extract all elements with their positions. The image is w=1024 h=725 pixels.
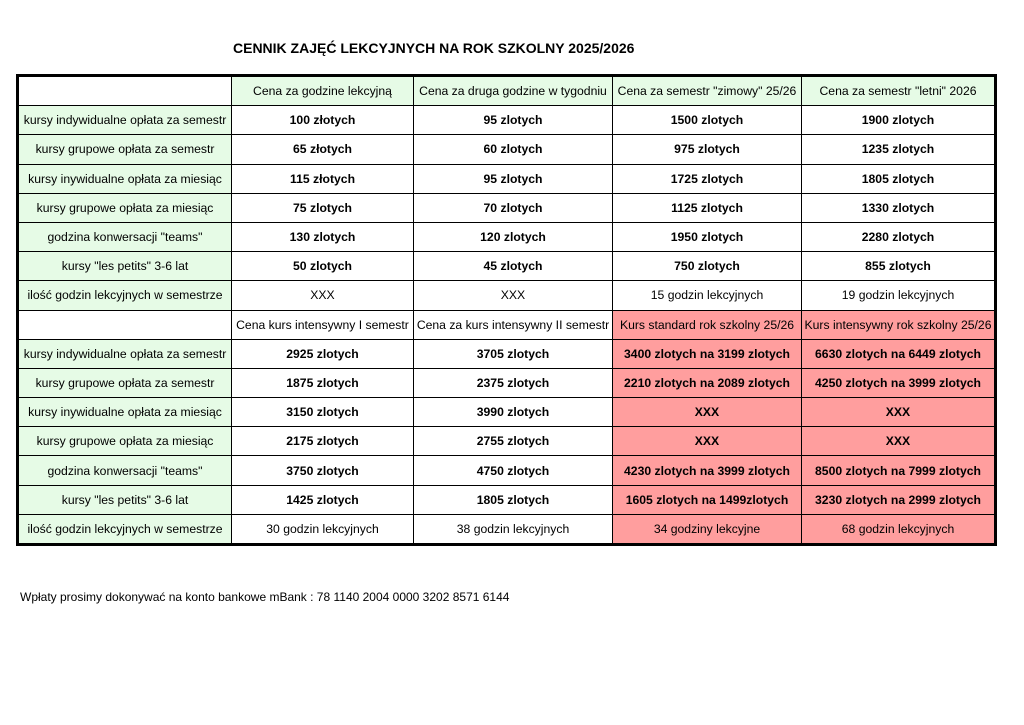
price-cell: 750 zlotych — [612, 251, 802, 282]
price-cell: 8500 zlotych na 7999 zlotych — [801, 455, 996, 486]
price-cell: 34 godziny lekcyjne — [612, 513, 802, 546]
price-cell: 60 zlotych — [413, 134, 613, 165]
price-cell: 95 zlotych — [413, 163, 613, 194]
price-cell: 1235 zlotych — [801, 134, 996, 165]
price-cell: 3990 zlotych — [413, 397, 613, 428]
table-row: godzina konwersacji "teams" 3750 zlotych 4… — [17, 455, 996, 486]
price-cell: 1950 zlotych — [612, 221, 802, 253]
price-cell: 38 godzin lekcyjnych — [413, 513, 613, 546]
table-row: kursy "les petits" 3-6 lat 1425 zlotych 18… — [17, 484, 996, 515]
table-row: kursy grupowe opłata za miesiąc 2175 zlot… — [17, 426, 996, 457]
price-cell: 3750 zlotych — [231, 455, 414, 486]
price-cell: XXX — [612, 426, 802, 457]
row-label: godzina konwersacji "teams" — [17, 455, 232, 486]
row-label: godzina konwersacji "teams" — [17, 221, 232, 253]
row-label: kursy "les petits" 3-6 lat — [17, 484, 232, 515]
column-header: Cena kurs intensywny I semestr — [231, 309, 414, 340]
price-cell: 1725 zlotych — [612, 163, 802, 194]
price-cell: XXX — [801, 426, 996, 457]
table-row: kursy grupowe opłata za miesiąc 75 zlotyc… — [17, 192, 996, 223]
row-label: kursy "les petits" 3-6 lat — [17, 251, 232, 282]
price-cell: XXX — [231, 280, 414, 311]
column-header: Cena za kurs intensywny II semestr — [413, 309, 613, 340]
price-cell: XXX — [612, 397, 802, 428]
price-cell: 1805 zlotych — [801, 163, 996, 194]
row-label: kursy inywidualne opłata za miesiąc — [17, 397, 232, 428]
table-row: kursy grupowe opłata za semestr 65 złotyc… — [17, 134, 996, 165]
price-cell: 1500 zlotych — [612, 105, 802, 136]
price-cell: 120 zlotych — [413, 221, 613, 253]
corner-cell — [17, 74, 232, 107]
price-cell: 95 zlotych — [413, 105, 613, 136]
section2-header-row: Cena kurs intensywny I semestr Cena za ku… — [17, 309, 996, 340]
price-cell: 2375 zlotych — [413, 367, 613, 399]
price-cell: 6630 zlotych na 6449 zlotych — [801, 338, 996, 369]
row-label: kursy indywidualne opłata za semestr — [17, 105, 232, 136]
row-label: kursy grupowe opłata za miesiąc — [17, 426, 232, 457]
column-header: Kurs standard rok szkolny 25/26 — [612, 309, 802, 340]
price-cell: 1125 zlotych — [612, 192, 802, 223]
column-header: Kurs intensywny rok szkolny 25/26 — [801, 309, 996, 340]
price-cell: 75 zlotych — [231, 192, 414, 223]
table-row: kursy inywidualne opłata za miesiąc 3150 … — [17, 397, 996, 428]
table-row: ilość godzin lekcyjnych w semestrze XXX XX… — [17, 280, 996, 311]
price-cell: 1805 zlotych — [413, 484, 613, 515]
price-cell: 1605 zlotych na 1499zlotych — [612, 484, 802, 515]
row-label: kursy grupowe opłata za semestr — [17, 134, 232, 165]
price-cell: 45 zlotych — [413, 251, 613, 282]
price-cell: 855 zlotych — [801, 251, 996, 282]
row-label: kursy inywidualne opłata za miesiąc — [17, 163, 232, 194]
price-cell: 975 zlotych — [612, 134, 802, 165]
price-cell: XXX — [801, 397, 996, 428]
price-cell: 2925 zlotych — [231, 338, 414, 369]
price-cell: 68 godzin lekcyjnych — [801, 513, 996, 546]
table-row: ilość godzin lekcyjnych w semestrze 30 go… — [17, 513, 996, 546]
row-label: ilość godzin lekcyjnych w semestrze — [17, 513, 232, 546]
price-cell: 2210 zlotych na 2089 zlotych — [612, 367, 802, 399]
price-cell: 4230 zlotych na 3999 zlotych — [612, 455, 802, 486]
column-header: Cena za druga godzine w tygodniu — [413, 74, 613, 107]
price-cell: 1425 zlotych — [231, 484, 414, 515]
price-cell: 2755 zlotych — [413, 426, 613, 457]
price-cell: 30 godzin lekcyjnych — [231, 513, 414, 546]
section1-header-row: Cena za godzine lekcyjną Cena za druga go… — [17, 74, 996, 107]
price-cell: XXX — [413, 280, 613, 311]
price-table: Cena za godzine lekcyjną Cena za druga go… — [16, 74, 997, 546]
table-row: kursy grupowe opłata za semestr 1875 zlot… — [17, 367, 996, 399]
column-header: Cena za semestr "zimowy" 25/26 — [612, 74, 802, 107]
price-cell: 50 zlotych — [231, 251, 414, 282]
price-cell: 1330 zlotych — [801, 192, 996, 223]
row-label: kursy grupowe opłata za miesiąc — [17, 192, 232, 223]
price-cell: 3230 zlotych na 2999 zlotych — [801, 484, 996, 515]
price-cell: 115 złotych — [231, 163, 414, 194]
row-label: ilość godzin lekcyjnych w semestrze — [17, 280, 232, 311]
price-cell: 3400 zlotych na 3199 zlotych — [612, 338, 802, 369]
price-cell: 3150 zlotych — [231, 397, 414, 428]
table-row: kursy indywidualne opłata za semestr 2925… — [17, 338, 996, 369]
price-cell: 4250 zlotych na 3999 zlotych — [801, 367, 996, 399]
table-row: kursy "les petits" 3-6 lat 50 zlotych 45 z… — [17, 251, 996, 282]
price-cell: 100 złotych — [231, 105, 414, 136]
corner-cell — [17, 309, 232, 340]
bank-account-note: Wpłaty prosimy dokonywać na konto bankow… — [20, 590, 510, 604]
price-cell: 4750 zlotych — [413, 455, 613, 486]
table-row: kursy inywidualne opłata za miesiąc 115 z… — [17, 163, 996, 194]
price-cell: 2175 zlotych — [231, 426, 414, 457]
row-label: kursy grupowe opłata za semestr — [17, 367, 232, 399]
price-cell: 19 godzin lekcyjnych — [801, 280, 996, 311]
price-cell: 15 godzin lekcyjnych — [612, 280, 802, 311]
price-cell: 65 złotych — [231, 134, 414, 165]
table-row: godzina konwersacji "teams" 130 zlotych 12… — [17, 221, 996, 253]
price-cell: 3705 zlotych — [413, 338, 613, 369]
row-label: kursy indywidualne opłata za semestr — [17, 338, 232, 369]
price-cell: 70 zlotych — [413, 192, 613, 223]
column-header: Cena za semestr "letni" 2026 — [801, 74, 996, 107]
page-title: CENNIK ZAJĘĆ LEKCYJNYCH NA ROK SZKOLNY 2… — [233, 40, 635, 56]
column-header: Cena za godzine lekcyjną — [231, 74, 414, 107]
price-cell: 130 zlotych — [231, 221, 414, 253]
table-row: kursy indywidualne opłata za semestr 100 … — [17, 105, 996, 136]
price-cell: 1900 zlotych — [801, 105, 996, 136]
price-cell: 1875 zlotych — [231, 367, 414, 399]
price-cell: 2280 zlotych — [801, 221, 996, 253]
